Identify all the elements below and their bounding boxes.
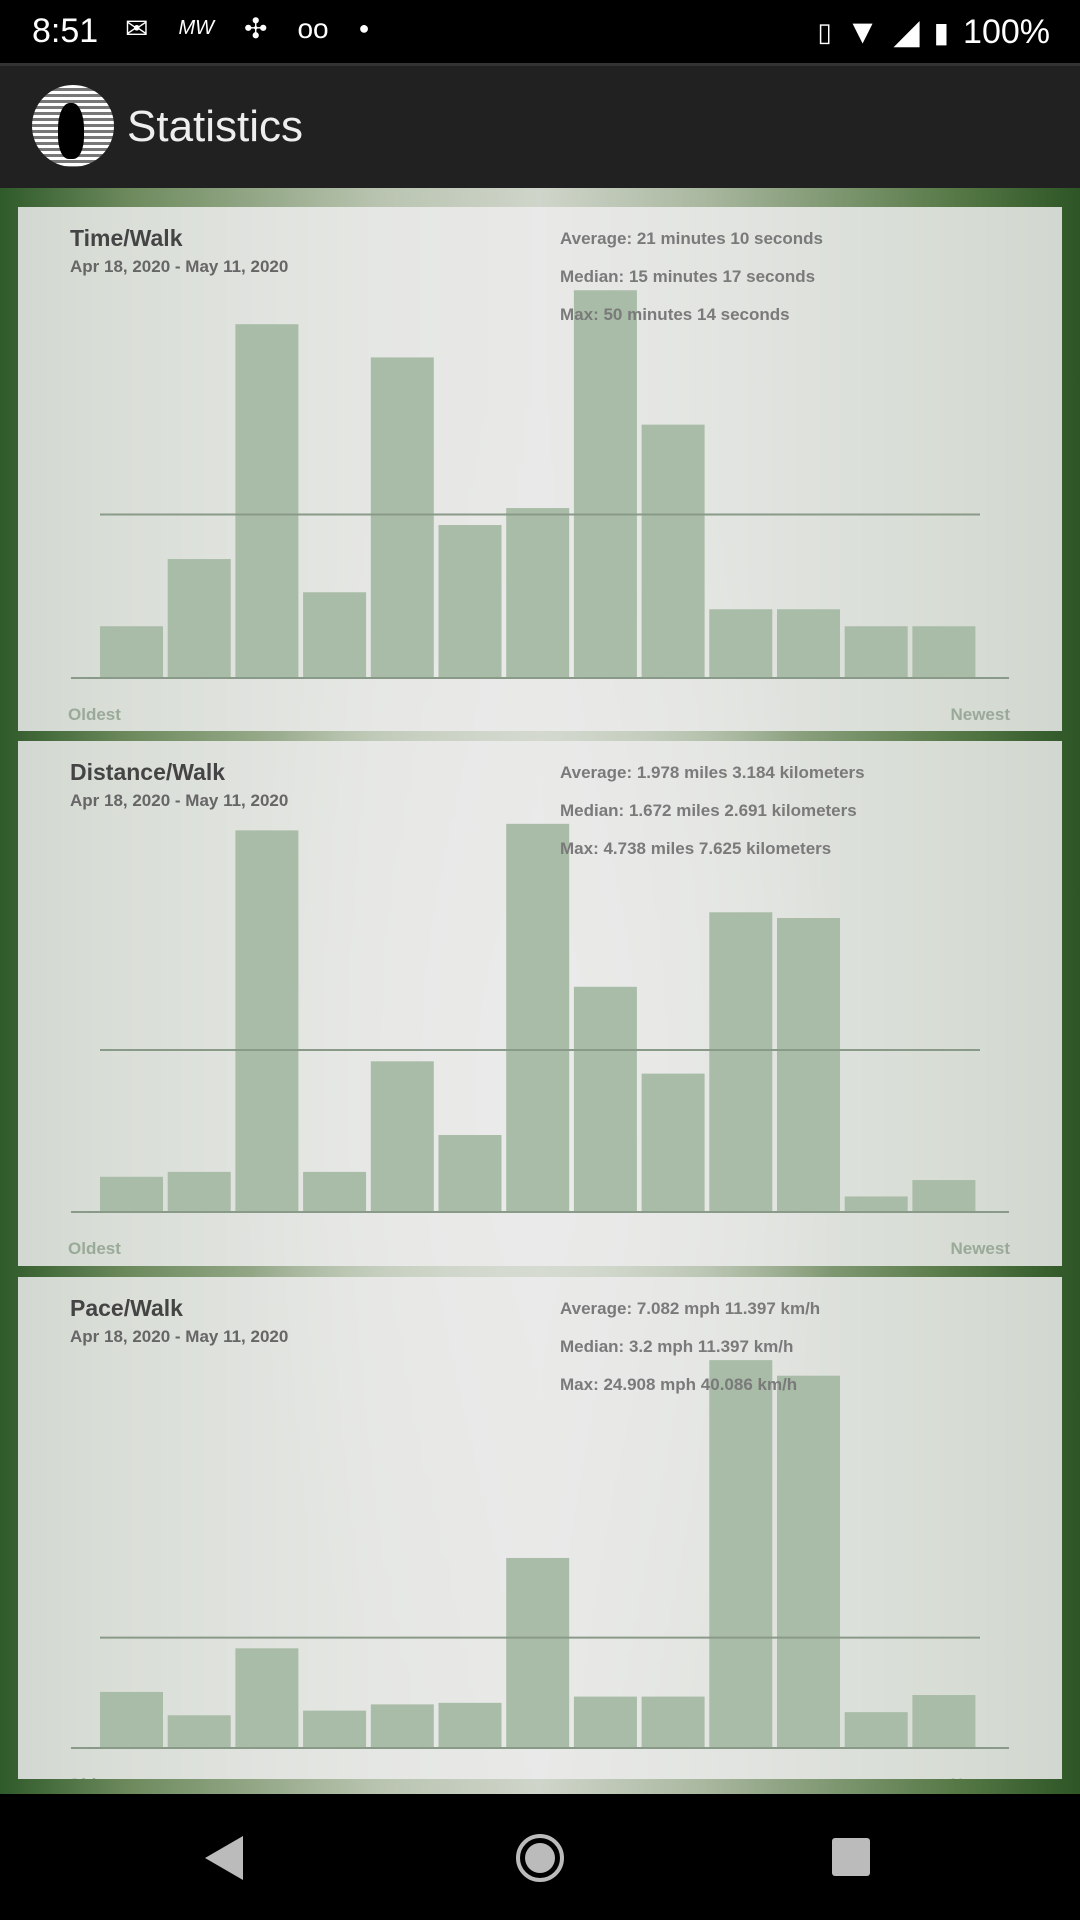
bar xyxy=(844,1712,908,1748)
bar-chart xyxy=(71,1360,1009,1749)
chart-title: Time/Walk xyxy=(70,225,183,251)
clock: 8:51 xyxy=(32,12,99,50)
bar xyxy=(777,1375,840,1748)
bar xyxy=(641,424,705,678)
signal-icon: ◢ xyxy=(893,13,920,51)
bar xyxy=(912,1695,976,1748)
bar xyxy=(370,357,434,678)
date-range: Apr 18, 2020 - May 11, 2020 xyxy=(70,791,289,810)
bar xyxy=(709,1360,773,1748)
page-title: Statistics xyxy=(127,102,304,151)
voicemail-icon: oo xyxy=(297,12,329,44)
x-label-newest: Newest xyxy=(950,1775,1010,1779)
bar xyxy=(912,1180,976,1212)
app-bar: Statistics xyxy=(0,63,1080,188)
bar xyxy=(100,626,163,678)
bar xyxy=(912,626,976,678)
bar xyxy=(235,1648,299,1748)
bar xyxy=(506,823,570,1212)
recents-button[interactable] xyxy=(832,1838,870,1876)
bar xyxy=(100,1176,163,1212)
stat-line: Average: 1.978 miles 3.184 kilometers xyxy=(560,763,865,782)
dot-icon: ● xyxy=(358,18,370,38)
battery-percent: 100% xyxy=(963,12,1050,51)
battery-charging-icon: ▮ xyxy=(933,16,950,48)
bar xyxy=(844,1196,908,1212)
stat-line: Average: 21 minutes 10 seconds xyxy=(560,229,823,248)
chart-card-distance: Distance/Walk Apr 18, 2020 - May 11, 202… xyxy=(18,741,1062,1266)
bar xyxy=(844,626,908,678)
bar xyxy=(167,1715,231,1748)
date-range: Apr 18, 2020 - May 11, 2020 xyxy=(70,257,289,276)
bar xyxy=(303,1710,367,1748)
x-label-oldest: Oldest xyxy=(68,1239,121,1258)
bar-chart xyxy=(71,823,1009,1213)
bar-chart xyxy=(71,290,1009,679)
stat-line: Max: 50 minutes 14 seconds xyxy=(560,305,790,324)
bar xyxy=(370,1061,434,1212)
stat-line: Median: 3.2 mph 11.397 km/h xyxy=(560,1337,794,1356)
back-button[interactable] xyxy=(205,1836,243,1880)
chart-title: Pace/Walk xyxy=(70,1295,183,1321)
bar xyxy=(438,525,502,678)
stat-line: Max: 24.908 mph 40.086 km/h xyxy=(560,1375,798,1394)
chart-card-time: Time/Walk Apr 18, 2020 - May 11, 2020 Ave… xyxy=(18,207,1062,731)
bar xyxy=(303,592,367,678)
bar xyxy=(167,1171,231,1212)
bar xyxy=(641,1073,705,1212)
home-button[interactable] xyxy=(516,1834,564,1882)
mw-icon: MW xyxy=(178,17,215,39)
x-label-oldest: Oldest xyxy=(68,705,121,724)
vibrate-icon: ▯ xyxy=(817,16,832,47)
bar xyxy=(235,830,299,1212)
bar xyxy=(709,609,773,678)
bar xyxy=(438,1702,502,1748)
stat-line: Average: 7.082 mph 11.397 km/h xyxy=(560,1299,821,1318)
x-label-newest: Newest xyxy=(950,1239,1010,1258)
gmail-icon: ✉ xyxy=(125,13,149,44)
bar xyxy=(167,559,231,678)
chart-card-pace: Pace/Walk Apr 18, 2020 - May 11, 2020 Ave… xyxy=(18,1277,1062,1779)
x-label-newest: Newest xyxy=(950,705,1010,724)
navigation-bar xyxy=(0,1794,1080,1920)
bar xyxy=(506,1557,570,1748)
pinwheel-icon: ✣ xyxy=(244,13,268,44)
stat-line: Max: 4.738 miles 7.625 kilometers xyxy=(560,839,832,858)
bar xyxy=(370,1704,434,1748)
bar xyxy=(235,324,299,678)
date-range: Apr 18, 2020 - May 11, 2020 xyxy=(70,1327,289,1346)
bar xyxy=(777,609,840,678)
bar xyxy=(573,986,637,1212)
stat-line: Median: 15 minutes 17 seconds xyxy=(560,267,816,286)
bar xyxy=(100,1691,163,1748)
bar xyxy=(573,290,637,678)
x-label-oldest: Oldest xyxy=(68,1775,121,1779)
bar xyxy=(506,508,570,678)
bar xyxy=(777,918,840,1212)
bar xyxy=(641,1696,705,1748)
bar xyxy=(573,1696,637,1748)
wifi-icon: ▼ xyxy=(845,12,880,51)
status-bar: 8:51 ✉ MW ✣ oo ● ▯ ▼ ◢ ▮ 100% xyxy=(0,0,1080,63)
chart-title: Distance/Walk xyxy=(70,759,226,785)
bar xyxy=(303,1171,367,1212)
bar xyxy=(709,912,773,1212)
bar xyxy=(438,1135,502,1212)
footprint-logo-icon xyxy=(32,85,114,167)
stat-line: Median: 1.672 miles 2.691 kilometers xyxy=(560,801,857,820)
